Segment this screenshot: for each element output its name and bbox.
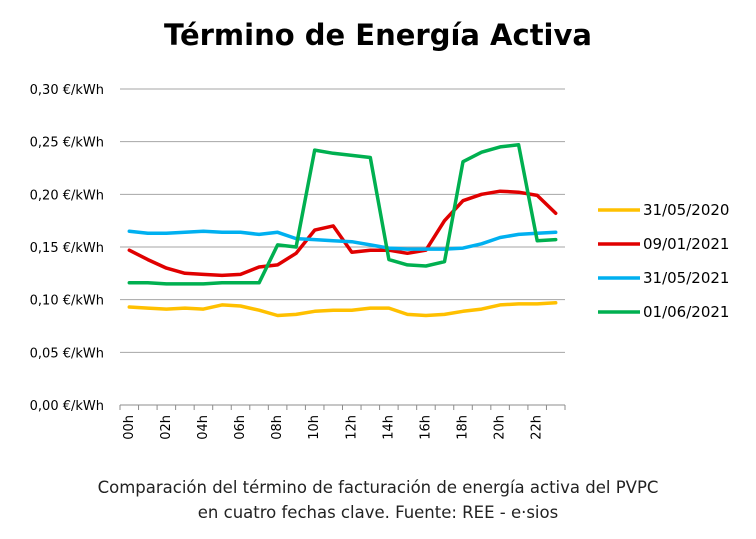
y-tick-label: 0,30 €/kWh [30, 83, 104, 98]
x-tick-label: 06h [233, 415, 248, 440]
y-tick-label: 0,10 €/kWh [30, 294, 104, 309]
series-line [127, 229, 558, 251]
axis-layer: 0,00 €/kWh 0,05 €/kWh 0,10 €/kWh 0,15 €/kWh… [30, 83, 566, 440]
legend: 31/05/2020 09/01/2021 31/05/2021 01/06/2021 [598, 201, 729, 321]
x-tick-label: 16h [418, 415, 433, 440]
legend-label: 09/01/2021 [643, 235, 729, 253]
y-tick-label: 0,05 €/kWh [30, 346, 104, 361]
caption-line-1: Comparación del término de facturación d… [97, 478, 659, 497]
series-line [127, 143, 558, 286]
grid-layer [120, 88, 565, 353]
y-tick-label: 0,25 €/kWh [30, 136, 104, 151]
caption-line-2: en cuatro fechas clave. Fuente: REE - e·… [197, 503, 559, 522]
x-tick-label: 10h [307, 415, 322, 440]
x-tick-label: 18h [456, 415, 471, 440]
series-line [127, 301, 558, 318]
x-tick-label: 20h [493, 415, 508, 440]
x-tick-label: 14h [381, 415, 396, 440]
x-tick-label: 08h [270, 415, 285, 440]
legend-label: 31/05/2020 [643, 201, 729, 219]
y-tick-label: 0,15 €/kWh [30, 241, 104, 256]
legend-label: 01/06/2021 [643, 303, 729, 321]
x-tick-label: 04h [196, 415, 211, 440]
y-tick-label: 0,20 €/kWh [30, 188, 104, 203]
x-tick-label: 02h [159, 415, 174, 440]
y-tick-label: 0,00 €/kWh [30, 399, 104, 414]
x-tick-label: 12h [344, 415, 359, 440]
chart-title: Término de Energía Activa [164, 18, 592, 52]
legend-label: 31/05/2021 [643, 269, 729, 287]
x-tick-label: 00h [122, 415, 137, 440]
series-line [127, 189, 558, 278]
series-layer [127, 143, 558, 318]
x-tick-label: 22h [530, 415, 545, 440]
